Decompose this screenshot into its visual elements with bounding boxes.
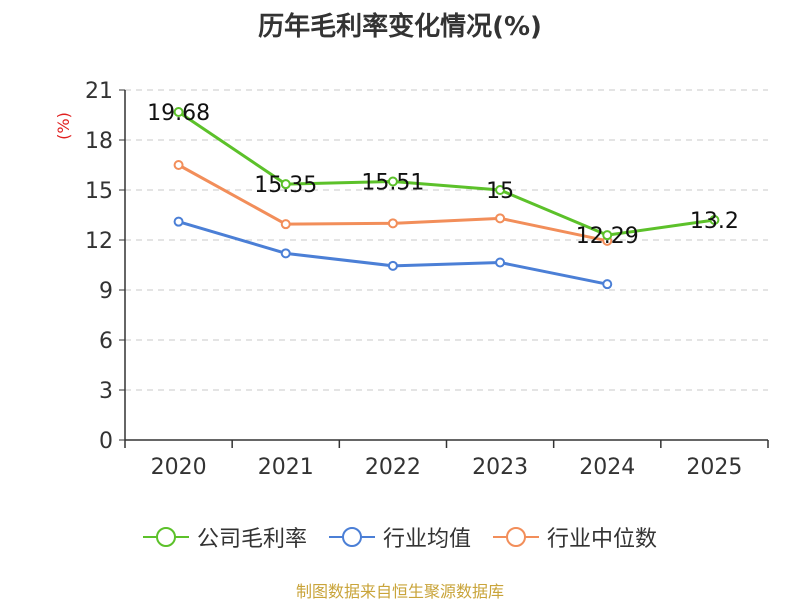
y-tick-label: 0 [99,429,113,454]
y-tick-label: 15 [85,179,113,204]
data-point [495,213,506,224]
axes: 0 3 6 9 12 15 18 21 2020 2021 2022 2023 2024 2025 (%) [54,79,769,480]
data-point [495,257,506,268]
legend-line-marker-icon [142,525,189,549]
data-label: 15.51 [361,171,424,196]
data-point [173,160,184,170]
data-label: 15.35 [254,173,317,198]
source-note: 制图数据来自恒生聚源数据库 [295,582,504,601]
y-axis-unit-label: (%) [54,112,73,140]
y-tick-label: 18 [85,129,113,154]
x-tick-label: 2024 [579,455,635,480]
data-point [280,219,291,230]
chart-title: 历年毛利率变化情况(%) [258,12,542,42]
legend-label: 行业中位数 [547,527,658,552]
legend-item[interactable]: 行业中位数 [493,521,657,553]
series-line-1 [178,220,608,286]
x-tick-label: 2021 [258,455,314,480]
legend-item[interactable]: 行业均值 [328,521,471,553]
data-point [280,179,291,190]
grid-lines [125,89,768,391]
legend-line-marker-icon [328,525,375,549]
data-point [602,279,613,290]
data-point [387,218,398,229]
y-tick-label: 12 [85,229,113,254]
y-tick-label: 3 [99,379,113,404]
series-line-0 [177,110,715,237]
x-tick-label: 2020 [151,455,207,480]
series-lines [173,107,720,290]
legend-item[interactable]: 公司毛利率 [142,521,307,553]
y-tick-label: 6 [99,329,113,354]
data-point [602,230,613,241]
legend-label: 公司毛利率 [196,527,307,552]
data-point [495,185,506,195]
data-point [709,215,720,225]
x-tick-label: 2025 [686,455,742,480]
data-label: 12.29 [576,224,639,249]
data-label: 13.2 [690,209,739,234]
legend: 公司毛利率 行业均值 行业中位数 [0,520,800,554]
legend-line-marker-icon [493,525,539,549]
x-tick-label: 2023 [472,455,528,480]
data-point [387,176,398,187]
x-tick-label: 2022 [365,455,421,480]
data-labels: 19.68 15.35 15.51 15 12.29 13.2 [147,101,739,249]
data-label: 19.68 [147,101,210,126]
data-point [280,248,291,259]
y-tick-label: 21 [85,79,113,104]
data-point [173,107,184,117]
data-label: 15 [486,179,514,204]
legend-label: 行业均值 [382,527,471,552]
y-tick-label: 9 [99,279,113,304]
data-point [173,216,184,227]
data-point [387,260,398,271]
